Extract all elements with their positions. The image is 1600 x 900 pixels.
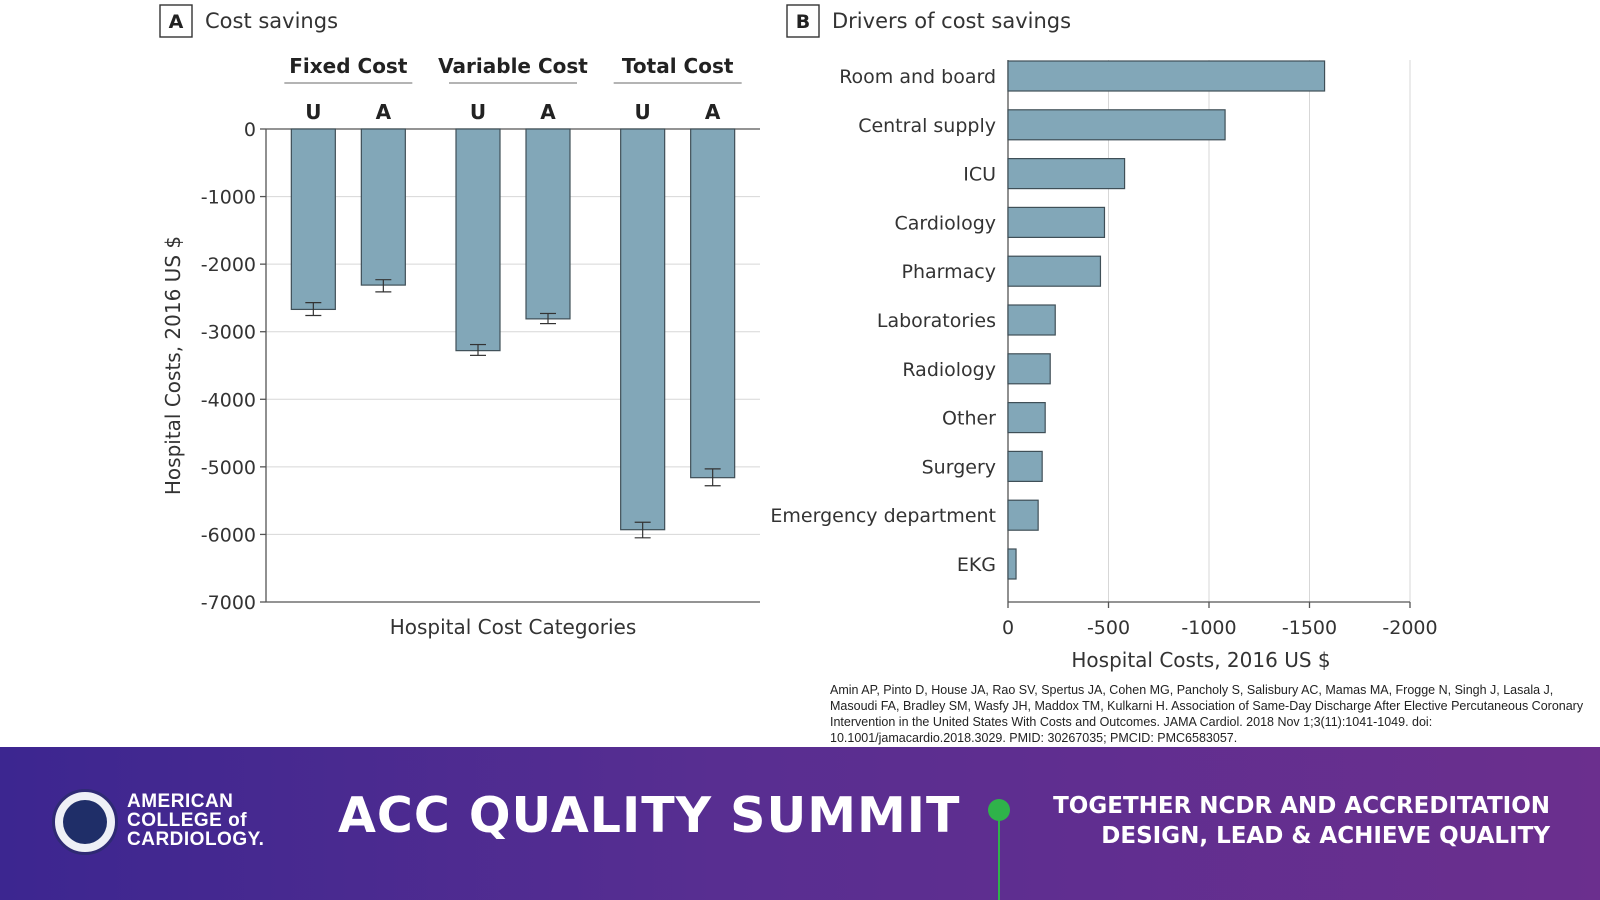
- acc-seal-logo: [52, 789, 118, 855]
- panel-b-xtick-label: -500: [1087, 617, 1130, 639]
- logo-line-2: COLLEGE of: [127, 810, 248, 831]
- panel-a-group-label: Fixed Cost: [289, 54, 408, 78]
- panel-b-category-label: Central supply: [858, 115, 996, 137]
- footer-banner: AMERICAN COLLEGE of CARDIOLOGY. ACC QUAL…: [0, 747, 1600, 900]
- panel-b-bar: [1007, 548, 1017, 580]
- panel-b-category-label: Laboratories: [877, 310, 996, 332]
- panel-b-bar: [1007, 206, 1106, 238]
- panel-b-bar: [1007, 158, 1126, 190]
- logo-line-3: CARDIOLOGY.: [127, 829, 265, 850]
- panel-b-category-label: Room and board: [839, 66, 996, 88]
- panel-a-bar: [455, 128, 501, 352]
- panel-b-xtick-label: -1000: [1181, 617, 1236, 639]
- panel-a-ytick-label: -4000: [201, 389, 256, 411]
- logo-line-1: AMERICAN: [127, 791, 234, 812]
- panel-a-ytick-label: -1000: [201, 187, 256, 209]
- panel-a-ytick-label: 0: [244, 119, 256, 141]
- tagline-line-1: TOGETHER NCDR AND ACCREDITATION: [1053, 793, 1550, 819]
- accent-divider: [998, 807, 1000, 900]
- panel-a-plot: 0 -1000 -2000 -3000 -4000 -5000 -6000 -7000 Fixe…: [161, 54, 760, 639]
- panel-b-category-label: Radiology: [902, 359, 996, 381]
- panel-b-bar: [1007, 402, 1046, 434]
- panel-a-letter: A: [169, 11, 184, 33]
- panel-a-sub-label: A: [540, 100, 556, 124]
- panel-a-sub-label: U: [305, 100, 321, 124]
- panel-b-bar: [1007, 499, 1039, 531]
- panel-a-sub-label: A: [376, 100, 392, 124]
- panel-b-xtick-label: 0: [1002, 617, 1014, 639]
- panel-a-ytick-label: -5000: [201, 457, 256, 479]
- panel-a-bar: [360, 128, 406, 286]
- tagline-line-2: DESIGN, LEAD & ACHIEVE QUALITY: [1101, 823, 1550, 849]
- panel-b-letter: B: [796, 11, 810, 33]
- panel-b-category-label: ICU: [963, 164, 996, 186]
- chart-figure: A Cost savings B Drivers of cost savings…: [159, 4, 1438, 672]
- panel-b-category-label: Surgery: [922, 456, 996, 478]
- panel-a-sub-label: A: [705, 100, 721, 124]
- panel-b-bar: [1007, 109, 1226, 141]
- panel-b-category-label: Emergency department: [770, 505, 996, 527]
- acc-logo-text: AMERICAN COLLEGE of CARDIOLOGY.: [127, 792, 264, 849]
- panel-a-ytick-label: -6000: [201, 524, 256, 546]
- panel-b-category-label: Other: [942, 408, 996, 430]
- panel-a-bar: [620, 128, 666, 531]
- panel-a-ytick-label: -7000: [201, 592, 256, 614]
- panel-a-bar: [690, 128, 736, 479]
- panel-b-bar: [1007, 60, 1326, 92]
- panel-b-bar: [1007, 304, 1056, 336]
- panel-b-category-label: EKG: [957, 554, 996, 576]
- panel-a-y-title: Hospital Costs, 2016 US $: [161, 236, 185, 495]
- panel-b-letter-box: [786, 4, 820, 38]
- panel-b-category-label: Pharmacy: [902, 261, 996, 283]
- event-tagline: TOGETHER NCDR AND ACCREDITATION DESIGN, …: [1053, 791, 1550, 851]
- event-title: ACC QUALITY SUMMIT: [338, 787, 961, 844]
- panel-a-x-title: Hospital Cost Categories: [390, 615, 637, 639]
- panel-b-bar: [1007, 353, 1051, 385]
- panel-a-title: Cost savings: [205, 9, 338, 33]
- panel-b-xtick-label: -1500: [1282, 617, 1337, 639]
- panel-b-x-title: Hospital Costs, 2016 US $: [1071, 648, 1330, 672]
- panel-a-ytick-label: -2000: [201, 254, 256, 276]
- citation-text: Amin AP, Pinto D, House JA, Rao SV, Sper…: [830, 683, 1584, 745]
- panel-b-title: Drivers of cost savings: [832, 9, 1071, 33]
- panel-b-xtick-label: -2000: [1382, 617, 1437, 639]
- panel-b-bar: [1007, 255, 1102, 287]
- panel-a-bar: [290, 128, 336, 311]
- panel-b-category-label: Cardiology: [894, 212, 996, 234]
- panel-a-sub-label: U: [635, 100, 651, 124]
- panel-a-sub-label: U: [470, 100, 486, 124]
- panel-b-bar: [1007, 450, 1043, 482]
- panel-a-group-label: Variable Cost: [438, 54, 588, 78]
- panel-a-ytick-label: -3000: [201, 322, 256, 344]
- panel-a-bar: [525, 128, 571, 320]
- panel-a-group-label: Total Cost: [622, 54, 734, 78]
- panel-b-plot: 0 -500 -1000 -1500 -2000 Room and board Centra…: [770, 60, 1438, 672]
- panel-a-letter-box: [159, 4, 193, 38]
